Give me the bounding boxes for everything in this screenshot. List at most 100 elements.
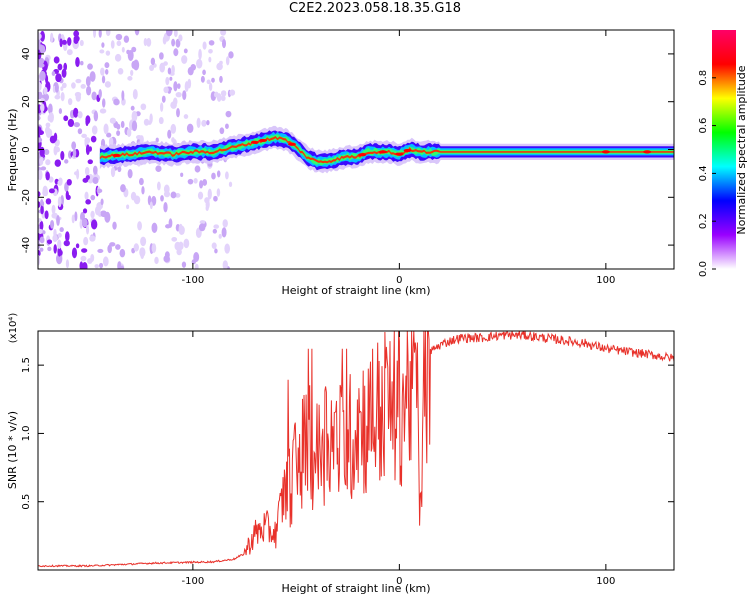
snr-x-ticks: -100 0 100 (182, 331, 615, 587)
noise-speckle (66, 49, 73, 56)
noise-speckle (66, 178, 72, 186)
noise-speckle (56, 214, 60, 226)
noise-speckle (161, 95, 166, 103)
noise-speckle (138, 177, 144, 186)
noise-speckle (38, 91, 43, 100)
noise-speckle (59, 38, 63, 48)
noise-speckle (166, 30, 173, 37)
noise-speckle (98, 203, 102, 211)
noise-speckle (211, 172, 216, 180)
noise-speckle (159, 62, 166, 73)
noise-speckle (39, 45, 46, 54)
noise-speckle (100, 67, 105, 76)
noise-speckle (216, 170, 221, 178)
noise-speckle (221, 38, 227, 49)
noise-speckle (65, 190, 69, 200)
noise-speckle (56, 147, 60, 153)
noise-speckle (173, 30, 178, 38)
spectrogram-panel: -100 0 100 -40 -20 0 20 40 Height of straight … (6, 29, 675, 297)
noise-speckle (63, 62, 68, 71)
x-tick-label: 0 (396, 275, 402, 286)
noise-speckle (94, 264, 99, 269)
noise-speckle (74, 91, 82, 98)
x-tick-label: 100 (596, 275, 615, 286)
noise-speckle (151, 243, 157, 253)
y-tick-label: -40 (21, 237, 32, 253)
noise-speckle (45, 159, 51, 166)
noise-speckle (200, 75, 205, 83)
noise-speckle (85, 199, 92, 205)
noise-speckle (186, 123, 194, 134)
noise-speckle (225, 123, 229, 129)
noise-speckle (73, 37, 79, 45)
colorbar-ticks: 0.0 0.2 0.4 0.6 0.8 (698, 70, 716, 277)
noise-speckle (60, 34, 65, 40)
noise-speckle (38, 191, 41, 197)
noise-speckle (163, 255, 170, 263)
noise-speckle (72, 148, 77, 158)
noise-speckle (173, 97, 178, 106)
noise-speckle (191, 259, 196, 265)
noise-speckle (167, 129, 172, 139)
noise-speckle (54, 83, 59, 93)
noise-speckle (84, 166, 90, 176)
noise-speckle (102, 256, 109, 267)
noise-speckle (53, 56, 60, 64)
colorbar-tick-label: 0.4 (698, 165, 709, 181)
noise-speckle (85, 116, 89, 127)
noise-speckle (207, 188, 212, 200)
noise-speckle (38, 228, 43, 235)
noise-speckle (199, 180, 204, 189)
noise-speckle (74, 211, 78, 222)
noise-speckle (79, 39, 84, 47)
noise-speckle (57, 180, 63, 186)
noise-speckle (57, 63, 63, 71)
page-title: C2E2.2023.058.18.35.G18 (288, 1, 462, 16)
noise-speckle (100, 210, 107, 215)
noise-speckle (41, 201, 45, 207)
noise-speckle (194, 165, 201, 173)
noise-speckle (39, 146, 45, 157)
noise-speckle (73, 30, 80, 37)
colorbar-tick-label: 0.0 (698, 261, 709, 277)
noise-speckle (131, 120, 138, 132)
noise-speckle (169, 76, 173, 81)
noise-speckle (176, 108, 180, 118)
y-tick-label: 0.5 (21, 494, 32, 510)
noise-speckle (91, 125, 98, 135)
noise-speckle (208, 56, 212, 63)
noise-speckle (106, 132, 112, 138)
noise-speckle (99, 262, 104, 269)
ridge-hotspot (358, 153, 367, 157)
noise-speckle (90, 194, 96, 201)
noise-speckle (120, 184, 126, 193)
noise-speckle (205, 199, 210, 210)
noise-speckle (196, 117, 201, 128)
noise-speckle (83, 236, 89, 246)
noise-speckle (38, 126, 42, 134)
noise-speckle (81, 218, 88, 228)
ridge-hotspot (643, 150, 652, 154)
noise-speckle (150, 57, 156, 66)
noise-speckle (137, 221, 142, 231)
noise-speckle (81, 248, 88, 253)
noise-speckle (173, 81, 178, 92)
snr-series-line (38, 331, 674, 568)
noise-speckle (60, 92, 65, 102)
noise-speckle (87, 258, 93, 264)
noise-speckle (87, 63, 93, 70)
noise-speckle (219, 127, 225, 135)
noise-speckle (197, 191, 204, 200)
noise-speckle (53, 132, 58, 142)
noise-speckle (43, 86, 48, 95)
noise-speckle (119, 248, 126, 258)
noise-speckle (202, 41, 207, 50)
noise-speckle (220, 95, 226, 102)
noise-speckle (213, 224, 220, 229)
noise-speckle (44, 126, 51, 135)
colorbar: 0.0 0.2 0.4 0.6 0.8 Normalized spectral ampl… (698, 30, 748, 277)
noise-speckle (206, 120, 210, 126)
noise-speckle (79, 261, 84, 269)
noise-speckle (198, 223, 206, 232)
